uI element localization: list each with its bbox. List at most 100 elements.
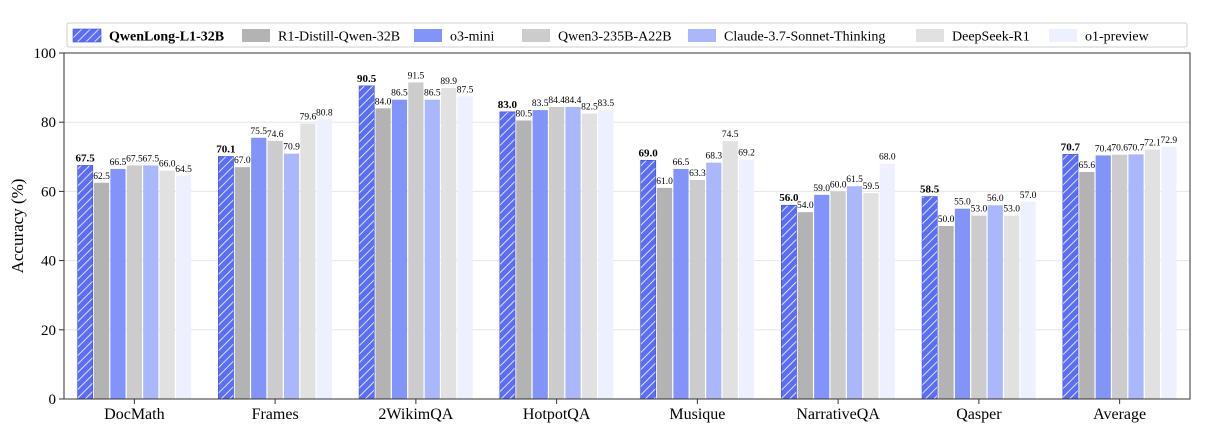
bar xyxy=(673,168,689,399)
data-label: 66.5 xyxy=(110,158,127,168)
data-label: 56.0 xyxy=(987,194,1004,204)
bar xyxy=(938,226,954,399)
data-label: 66.5 xyxy=(673,158,690,168)
bar xyxy=(424,99,440,400)
x-tick-label: 2WikimQA xyxy=(378,406,453,423)
data-label: 70.7 xyxy=(1061,141,1081,153)
bar xyxy=(738,159,755,399)
data-label: 53.0 xyxy=(971,205,988,215)
data-label: 74.5 xyxy=(722,130,739,140)
bar xyxy=(1128,154,1144,399)
bar xyxy=(1095,155,1111,399)
data-label: 86.5 xyxy=(391,89,408,99)
data-label: 91.5 xyxy=(408,71,425,81)
plot-area-frame xyxy=(63,52,1191,400)
data-label: 65.6 xyxy=(1079,161,1096,171)
data-label: 79.6 xyxy=(300,113,317,123)
bar xyxy=(93,182,110,399)
bar xyxy=(1079,172,1095,399)
bar xyxy=(110,168,126,399)
bar xyxy=(846,186,863,399)
bar xyxy=(722,141,738,400)
data-label: 84.4 xyxy=(565,96,582,106)
legend-swatch xyxy=(522,29,550,42)
bar xyxy=(971,215,987,399)
data-label: 67.5 xyxy=(142,154,159,164)
legend-label: R1-Distill-Qwen-32B xyxy=(278,30,400,45)
y-tick-label: 100 xyxy=(34,46,57,62)
data-label: 84.0 xyxy=(375,97,392,107)
bar xyxy=(375,108,391,400)
legend-swatch xyxy=(72,28,102,43)
data-label: 68.3 xyxy=(705,152,722,162)
bar xyxy=(267,140,283,399)
bar xyxy=(77,165,94,400)
bar xyxy=(391,99,408,400)
x-tick-label: Qasper xyxy=(956,406,1002,423)
data-label: 83.5 xyxy=(598,99,615,109)
bar xyxy=(143,165,159,399)
bar xyxy=(441,87,457,400)
data-label: 70.7 xyxy=(1128,143,1145,153)
y-tick-label: 0 xyxy=(49,392,57,408)
bar xyxy=(814,194,830,399)
data-label: 64.5 xyxy=(175,165,192,175)
legend-label: DeepSeek-R1 xyxy=(952,30,1030,45)
bar xyxy=(797,212,813,399)
bar xyxy=(549,106,565,399)
data-label: 57.0 xyxy=(1020,191,1037,201)
bar xyxy=(175,175,192,399)
bar xyxy=(1020,201,1036,399)
data-label: 63.3 xyxy=(689,169,706,179)
data-label: 70.6 xyxy=(1111,144,1128,154)
data-label: 59.0 xyxy=(813,184,830,194)
bar xyxy=(781,204,797,400)
bar xyxy=(234,167,250,399)
data-label: 89.9 xyxy=(440,77,457,87)
x-tick-label: Frames xyxy=(252,406,299,423)
bar xyxy=(1004,215,1020,399)
legend-label: QwenLong-L1-32B xyxy=(109,30,224,45)
bar xyxy=(706,162,722,399)
data-label: 50.0 xyxy=(938,215,955,225)
legend-label: o1-preview xyxy=(1085,30,1150,45)
data-label: 70.4 xyxy=(1095,144,1112,154)
bar xyxy=(499,111,516,400)
bar xyxy=(879,163,895,399)
bar xyxy=(283,153,300,399)
data-label: 59.5 xyxy=(863,182,880,192)
data-label: 62.5 xyxy=(93,172,110,182)
bar xyxy=(689,179,705,399)
legend-swatch xyxy=(688,29,716,42)
bar xyxy=(218,156,234,400)
bar xyxy=(358,85,375,400)
bars xyxy=(77,82,1177,400)
x-tick-label: NarrativeQA xyxy=(796,406,880,423)
data-label: 61.5 xyxy=(846,175,863,185)
y-axis: 0 20 40 60 80 100 xyxy=(34,46,64,408)
data-label: 80.8 xyxy=(316,108,333,118)
x-axis: DocMath Frames 2WikimQA HotpotQA Musique Narr… xyxy=(104,399,1146,423)
bar xyxy=(300,123,316,400)
data-label: 82.5 xyxy=(581,103,598,113)
legend-label: o3-mini xyxy=(450,30,494,45)
legend-frame xyxy=(66,22,1188,48)
bar xyxy=(516,120,532,399)
bar xyxy=(598,110,614,399)
legend-swatch xyxy=(1049,29,1077,42)
bar xyxy=(656,187,673,399)
x-tick-label: DocMath xyxy=(104,406,164,423)
data-label: 86.5 xyxy=(424,89,441,99)
data-label: 87.5 xyxy=(457,85,474,95)
data-label: 69.2 xyxy=(738,149,755,159)
data-label: 72.9 xyxy=(1161,136,1178,146)
data-label: 72.1 xyxy=(1144,139,1161,149)
data-label: 61.0 xyxy=(656,177,673,187)
x-tick-label: HotpotQA xyxy=(523,406,591,423)
y-tick-label: 80 xyxy=(41,115,56,131)
y-axis-label: Accuracy (%) xyxy=(8,179,27,274)
data-label: 83.5 xyxy=(532,99,549,109)
x-tick-label: Musique xyxy=(669,406,725,423)
bar xyxy=(830,191,846,399)
bar xyxy=(1144,149,1161,399)
